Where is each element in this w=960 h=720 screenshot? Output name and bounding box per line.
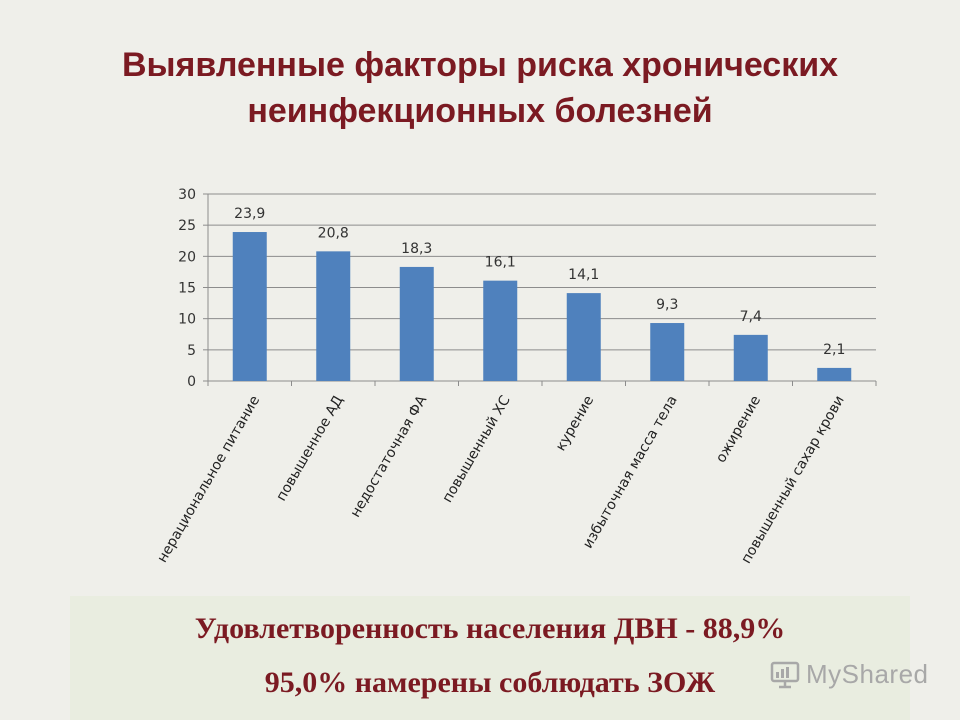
bar: [399, 266, 434, 381]
data-label: 7,4: [740, 309, 762, 325]
y-tick-label: 15: [178, 281, 196, 297]
category-label: повышенный сахар крови: [738, 393, 847, 566]
summary-satisfaction-text: Удовлетворенность населения ДВН - 88,9%: [194, 612, 786, 645]
summary-box: Удовлетворенность населения ДВН - 88,9% …: [70, 596, 910, 720]
bar: [733, 334, 768, 381]
bar: [817, 367, 852, 381]
data-label: 20,8: [318, 225, 349, 241]
bar-chart: 0 5 10 15 20 25 30 23,9 нерациональное питание 20…: [154, 187, 877, 566]
category-label: недостаточная ФА: [348, 393, 431, 521]
slide-title-line-1: Выявленные факторы риска хронических: [121, 46, 839, 84]
watermark: MyShared: [770, 656, 929, 692]
data-label: 23,9: [234, 206, 265, 222]
category-label: избыточная масса тела: [580, 393, 681, 551]
y-tick-label: 5: [187, 343, 196, 359]
data-label: 2,1: [823, 342, 845, 358]
category-label: повышенный ХС: [439, 393, 513, 506]
slide-title: Выявленные факторы риска хронических неи…: [40, 42, 920, 134]
y-tick-label: 30: [178, 187, 196, 203]
y-tick-label: 20: [178, 249, 196, 265]
data-label: 14,1: [568, 267, 599, 283]
bar: [483, 280, 518, 381]
bar: [566, 293, 601, 381]
data-label: 9,3: [656, 297, 678, 313]
y-tick-label: 10: [178, 312, 196, 328]
summary-healthy-lifestyle-text: 95,0% намерены соблюдать ЗОЖ: [264, 666, 716, 699]
y-tick-label: 0: [187, 374, 196, 390]
presentation-icon: [770, 661, 800, 689]
category-label: нерациональное питание: [154, 393, 263, 566]
bar: [316, 251, 351, 381]
bar: [232, 232, 267, 381]
watermark-text: MyShared: [806, 658, 929, 689]
category-label: повышенное АД: [273, 393, 346, 504]
category-label: ожирение: [713, 393, 764, 466]
data-label: 16,1: [485, 255, 516, 271]
category-label: курение: [553, 393, 597, 454]
bar: [650, 323, 685, 381]
slide-title-line-2: неинфекционных болезней: [247, 92, 713, 130]
y-tick-label: 25: [178, 218, 196, 234]
data-label: 18,3: [401, 241, 432, 257]
